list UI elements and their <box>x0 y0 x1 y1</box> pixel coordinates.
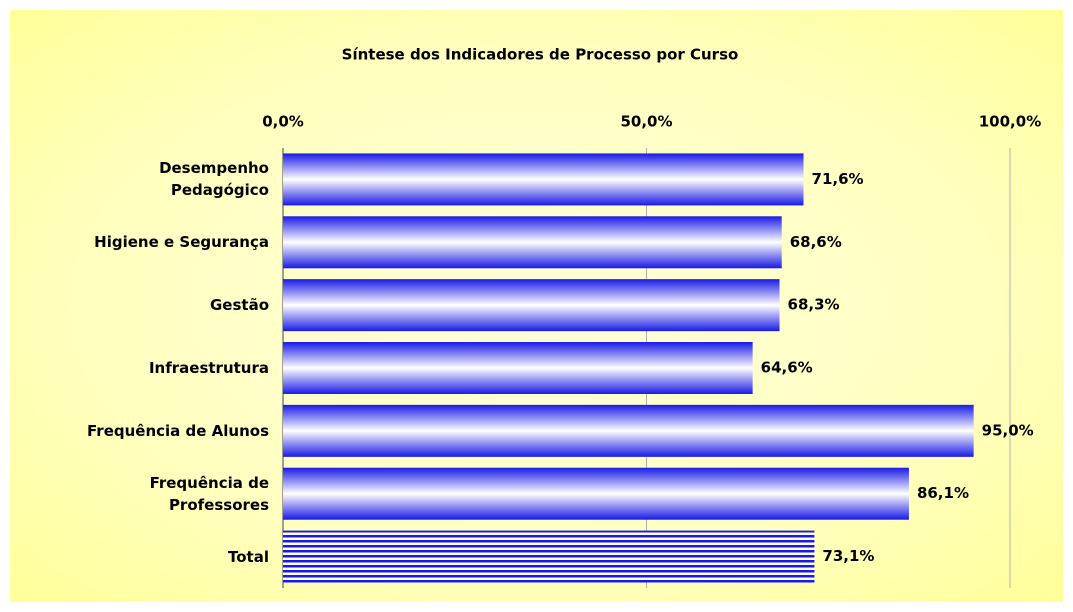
value-label: 86,1% <box>917 484 969 502</box>
bar <box>283 279 780 332</box>
y-tick-label: Frequência de Alunos <box>87 421 269 440</box>
value-label: 71,6% <box>812 170 864 188</box>
x-tick-label: 0,0% <box>262 113 304 131</box>
y-tick-label: Total <box>228 547 269 566</box>
y-tick-label: Higiene e Segurança <box>94 233 269 252</box>
value-label: 73,1% <box>822 547 874 565</box>
chart-title: Síntese dos Indicadores de Processo por … <box>342 46 739 64</box>
bar <box>283 404 974 457</box>
value-label: 64,6% <box>761 359 813 377</box>
bar <box>283 467 909 520</box>
x-tick-label: 50,0% <box>620 113 672 131</box>
bar <box>283 216 782 269</box>
bar <box>283 342 753 394</box>
value-label: 95,0% <box>982 421 1034 439</box>
x-tick-label: 100,0% <box>979 113 1041 131</box>
value-label: 68,3% <box>788 296 840 314</box>
value-label: 68,6% <box>790 233 842 251</box>
y-tick-label: Desempenho Pedagógico <box>159 159 269 200</box>
y-tick-label: Frequência de Professores <box>149 473 269 514</box>
bar <box>283 153 804 206</box>
bar <box>283 530 815 583</box>
y-tick-label: Infraestrutura <box>148 359 269 377</box>
y-tick-label: Gestão <box>209 296 269 315</box>
